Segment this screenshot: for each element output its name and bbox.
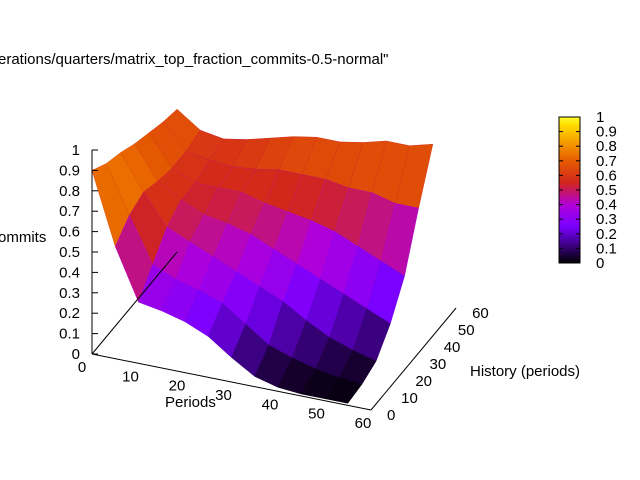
x-axis-label: Periods — [165, 394, 216, 411]
z-tick-label: 0.8 — [59, 183, 80, 200]
colorbar-tick-label: 0.4 — [596, 197, 617, 214]
z-tick-label: 1 — [72, 142, 80, 159]
z-tick-label: 0.3 — [59, 285, 80, 302]
x-tick-label: 50 — [308, 406, 325, 423]
y-tick-label: 20 — [415, 373, 432, 390]
colorbar-tick-label: 0.6 — [596, 167, 617, 184]
y-tick-label: 30 — [430, 356, 447, 373]
y-tick-label: 50 — [458, 322, 475, 339]
x-tick-label: 10 — [122, 368, 139, 385]
surface-mesh — [91, 108, 434, 404]
colorbar-tick-label: 0.3 — [596, 211, 617, 228]
z-tick-label: 0.7 — [59, 203, 80, 220]
colorbar-tick-label: 0.7 — [596, 153, 617, 170]
tick-labels: 00.10.20.30.40.50.60.70.80.9101020304050… — [59, 142, 489, 432]
x-tick-label: 0 — [78, 359, 86, 376]
colorbar-tick-label: 0.8 — [596, 138, 617, 155]
colorbar-tick-label: 0.1 — [596, 240, 617, 257]
colorbar-tick-label: 0.9 — [596, 124, 617, 141]
x-tick-label: 40 — [262, 396, 279, 413]
colorbar-tick-label: 0.5 — [596, 182, 617, 199]
surface-patch — [324, 377, 363, 404]
y-tick-label: 0 — [387, 407, 395, 424]
colorbar-ticks: 00.10.20.30.40.50.60.70.80.91 — [559, 109, 617, 272]
z-tick-label: 0.1 — [59, 326, 80, 343]
colorbar-tick-label: 1 — [596, 109, 604, 126]
y-tick-label: 40 — [444, 339, 461, 356]
y-axis-label: History (periods) — [470, 363, 580, 380]
y-axis-line — [370, 307, 457, 411]
x-axis-line — [91, 353, 372, 411]
base-back-edge — [91, 251, 178, 355]
colorbar-tick-label: 0.2 — [596, 226, 617, 243]
x-tick-label: 60 — [355, 415, 372, 432]
y-tick-label: 10 — [401, 390, 418, 407]
chart-title: erations/quarters/matrix_top_fraction_co… — [0, 51, 388, 68]
z-tick-label: 0.6 — [59, 224, 80, 241]
z-axis-label: ommits — [0, 229, 46, 246]
z-tick-label: 0.5 — [59, 244, 80, 261]
x-tick-label: 20 — [169, 378, 186, 395]
z-tick-label: 0.9 — [59, 162, 80, 179]
y-tick-label: 60 — [472, 305, 489, 322]
x-tick-label: 30 — [215, 387, 232, 404]
z-tick-label: 0.2 — [59, 305, 80, 322]
z-tick-label: 0 — [72, 346, 80, 363]
colorbar-tick-label: 0 — [596, 255, 604, 272]
z-tick-label: 0.4 — [59, 264, 80, 281]
